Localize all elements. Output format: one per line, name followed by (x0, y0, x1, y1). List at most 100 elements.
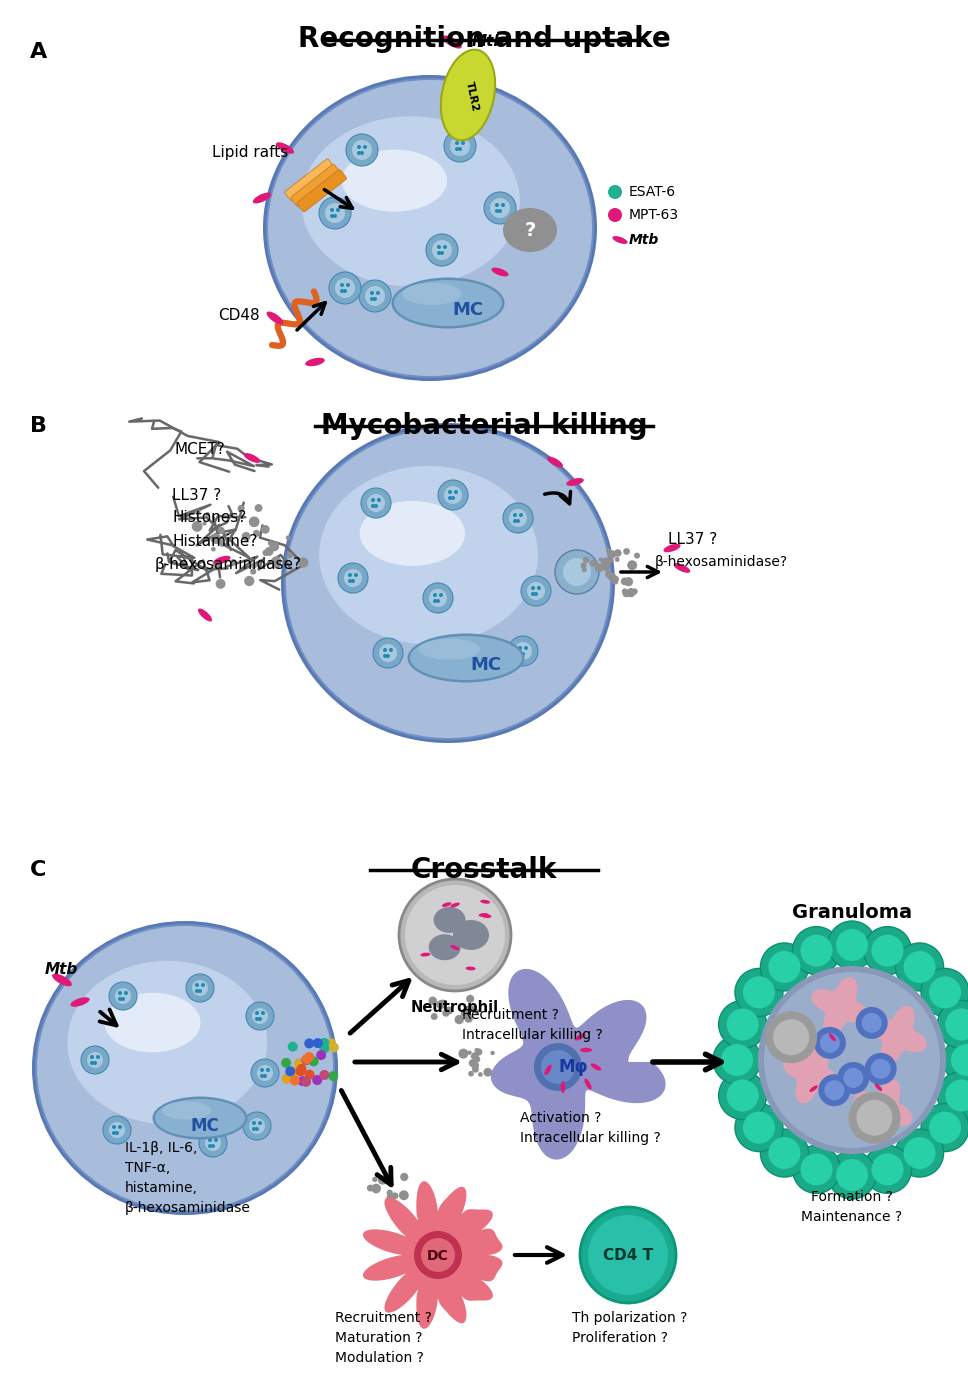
Circle shape (598, 557, 603, 561)
Circle shape (288, 1066, 299, 1076)
Ellipse shape (360, 501, 465, 566)
Circle shape (266, 1068, 270, 1072)
Ellipse shape (37, 926, 333, 1210)
Ellipse shape (153, 1097, 248, 1139)
Ellipse shape (450, 945, 460, 951)
Text: B: B (30, 416, 47, 436)
Circle shape (594, 563, 604, 572)
Circle shape (374, 504, 378, 508)
Circle shape (518, 652, 522, 656)
Circle shape (837, 1062, 869, 1094)
Circle shape (371, 498, 375, 502)
Circle shape (727, 1009, 759, 1040)
Circle shape (242, 533, 251, 541)
Circle shape (230, 559, 236, 566)
Circle shape (606, 548, 611, 553)
Circle shape (302, 1054, 312, 1064)
Circle shape (377, 498, 381, 502)
Circle shape (921, 1104, 968, 1152)
Circle shape (491, 1051, 495, 1055)
Circle shape (432, 239, 452, 260)
Circle shape (252, 1121, 256, 1126)
Circle shape (115, 1131, 119, 1135)
Circle shape (470, 1054, 475, 1060)
Ellipse shape (105, 992, 200, 1053)
Circle shape (479, 660, 483, 665)
Circle shape (455, 1015, 464, 1024)
Circle shape (438, 999, 447, 1009)
Circle shape (423, 583, 453, 612)
Circle shape (400, 1172, 408, 1181)
Circle shape (361, 488, 391, 517)
Ellipse shape (492, 267, 508, 277)
Ellipse shape (429, 934, 461, 960)
Text: β-hexosaminidase?: β-hexosaminidase? (155, 556, 302, 571)
Ellipse shape (566, 477, 584, 486)
Text: Granuloma: Granuloma (792, 903, 912, 922)
Polygon shape (783, 1044, 841, 1104)
Circle shape (218, 527, 225, 534)
Circle shape (437, 1000, 444, 1009)
FancyBboxPatch shape (285, 158, 334, 201)
Circle shape (109, 982, 137, 1010)
Circle shape (386, 654, 390, 658)
Circle shape (735, 1104, 783, 1152)
Circle shape (442, 1010, 449, 1017)
Circle shape (269, 541, 279, 552)
Circle shape (621, 589, 628, 594)
Circle shape (895, 1130, 944, 1176)
Circle shape (195, 982, 199, 987)
Circle shape (464, 283, 496, 316)
Circle shape (951, 1044, 968, 1076)
Circle shape (743, 977, 775, 1009)
Circle shape (450, 136, 470, 155)
Circle shape (383, 648, 387, 652)
Circle shape (212, 537, 220, 544)
Ellipse shape (453, 921, 489, 949)
Text: TLR2: TLR2 (464, 81, 480, 113)
Circle shape (250, 568, 257, 575)
Text: ESAT-6: ESAT-6 (629, 184, 676, 200)
Circle shape (121, 998, 125, 1000)
Circle shape (495, 204, 499, 206)
Circle shape (437, 245, 441, 249)
Circle shape (521, 577, 551, 605)
Circle shape (296, 1064, 307, 1073)
Text: MC: MC (191, 1117, 220, 1135)
Circle shape (421, 1238, 455, 1271)
Circle shape (513, 513, 517, 517)
Circle shape (81, 1046, 109, 1075)
Text: Crosstalk: Crosstalk (410, 856, 558, 883)
Text: LL37 ?: LL37 ? (668, 533, 717, 548)
Ellipse shape (829, 1033, 836, 1042)
Circle shape (464, 1006, 471, 1014)
Circle shape (508, 636, 538, 666)
Circle shape (484, 193, 516, 224)
Circle shape (124, 991, 128, 995)
Circle shape (513, 519, 517, 523)
Circle shape (260, 1068, 264, 1072)
Circle shape (255, 1017, 259, 1021)
Circle shape (801, 934, 832, 966)
Circle shape (429, 996, 437, 1004)
Circle shape (871, 934, 903, 966)
Circle shape (537, 586, 541, 590)
Circle shape (348, 572, 352, 577)
Circle shape (946, 1080, 968, 1112)
Circle shape (325, 204, 345, 223)
Text: Mφ: Mφ (559, 1058, 588, 1076)
Circle shape (336, 208, 340, 212)
Circle shape (615, 557, 620, 561)
Circle shape (474, 1057, 480, 1062)
Circle shape (608, 550, 617, 559)
Circle shape (244, 577, 255, 586)
Ellipse shape (244, 453, 260, 462)
Circle shape (534, 592, 538, 596)
Circle shape (436, 599, 440, 603)
Circle shape (433, 599, 437, 603)
Ellipse shape (391, 278, 504, 329)
Circle shape (367, 1185, 374, 1192)
Circle shape (112, 1131, 116, 1135)
Circle shape (903, 951, 936, 982)
Polygon shape (811, 977, 869, 1035)
